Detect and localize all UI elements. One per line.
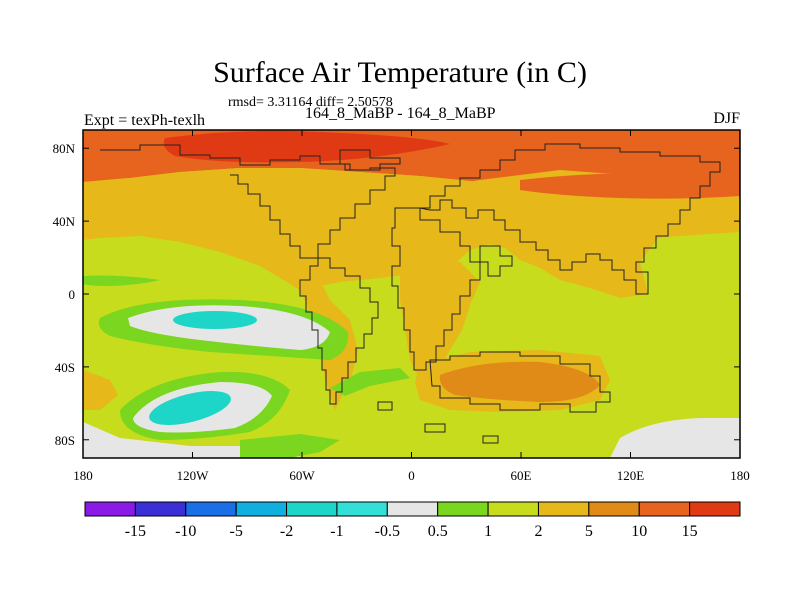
colorbar-swatch: [386, 501, 439, 517]
lon-ticks: 180 120W 60W 0 60E 120E 180: [73, 130, 750, 483]
colorbar-swatch: [235, 501, 288, 517]
colorbar-swatch: [336, 501, 388, 517]
siberia-hot: [520, 173, 740, 199]
arctic-hot-core: [163, 130, 450, 163]
south-atlantic-orange: [83, 370, 118, 410]
lat-tick-label: 80S: [55, 433, 75, 448]
coastline-eurasia: [419, 143, 721, 295]
colorbar-label: -15: [125, 523, 146, 540]
coastline-south-america: [299, 257, 379, 405]
lat-tick-label: 40N: [53, 214, 76, 229]
colorbar-swatch: [588, 501, 640, 517]
coastline-antarctica: [377, 401, 499, 444]
lon-tick-label: 180: [730, 468, 750, 483]
colorbar-label: -2: [280, 523, 293, 540]
colorbar-swatch: [437, 501, 489, 517]
coastline-australia: [429, 351, 611, 413]
colorbar-swatch: [185, 501, 237, 517]
coastline-north-america: [100, 144, 396, 259]
lon-tick-label: 0: [408, 468, 415, 483]
antarctic-green: [240, 434, 340, 458]
colorbar-swatch: [134, 501, 187, 517]
drake-passage-green: [330, 368, 410, 396]
lon-tick-label: 120E: [617, 468, 645, 483]
colorbar-swatch: [689, 501, 741, 517]
coastline-greenland: [339, 149, 401, 171]
experiment-diff-label: 164_8_MaBP - 164_8_MaBP: [305, 105, 496, 122]
southern-pacific-cold-core: [149, 391, 231, 425]
lon-tick-label: 60W: [289, 468, 315, 483]
africa-landmass: [400, 255, 480, 380]
colorbar-label: 15: [682, 523, 698, 540]
colorbar-swatch: [286, 501, 338, 517]
colorbar-label: -5: [229, 523, 242, 540]
lat-tick-label: 40S: [55, 360, 75, 375]
lon-tick-label: 60E: [511, 468, 532, 483]
colorbar-label: 10: [631, 523, 647, 540]
pacific-green-strip: [83, 275, 160, 286]
coastline-arabia: [479, 245, 513, 277]
colorbar-swatch: [84, 501, 136, 517]
pacific-cold-core: [173, 311, 257, 329]
stats-text: rmsd= 3.31164 diff= 2.50578: [228, 95, 393, 110]
colorbar-label: -1: [330, 523, 343, 540]
antarctic-neutral-east: [610, 418, 740, 458]
lat-tick-label: 80N: [53, 141, 76, 156]
lon-tick-label: 180: [73, 468, 93, 483]
colorbar-label: -0.5: [375, 523, 400, 540]
map-title: Surface Air Temperature (in C): [213, 56, 587, 89]
colorbar-label: 2: [534, 523, 542, 540]
colorbar-swatch: [537, 501, 590, 517]
season-label: DJF: [713, 110, 740, 127]
temperature-field: [83, 130, 740, 458]
australia-hot: [439, 361, 600, 402]
colorbar-swatch: [487, 501, 539, 517]
colorbar-label: 0.5: [428, 523, 448, 540]
expt-label: Expt = texPh-texlh: [84, 112, 206, 129]
coastlines: [100, 143, 721, 444]
colorbar: -15 -10 -5 -2 -1 -0.5 0.5 1 2 5 10 15: [84, 501, 741, 540]
colorbar-swatch: [638, 501, 691, 517]
lat-ticks: 80N 40N 0 40S 80S: [53, 141, 740, 448]
colorbar-label: 5: [585, 523, 593, 540]
lat-tick-label: 0: [69, 287, 76, 302]
coastline-africa: [391, 207, 481, 371]
colorbar-label: 1: [484, 523, 492, 540]
lon-tick-label: 120W: [177, 468, 210, 483]
asia-landmass: [420, 170, 720, 298]
colorbar-label: -10: [175, 523, 196, 540]
